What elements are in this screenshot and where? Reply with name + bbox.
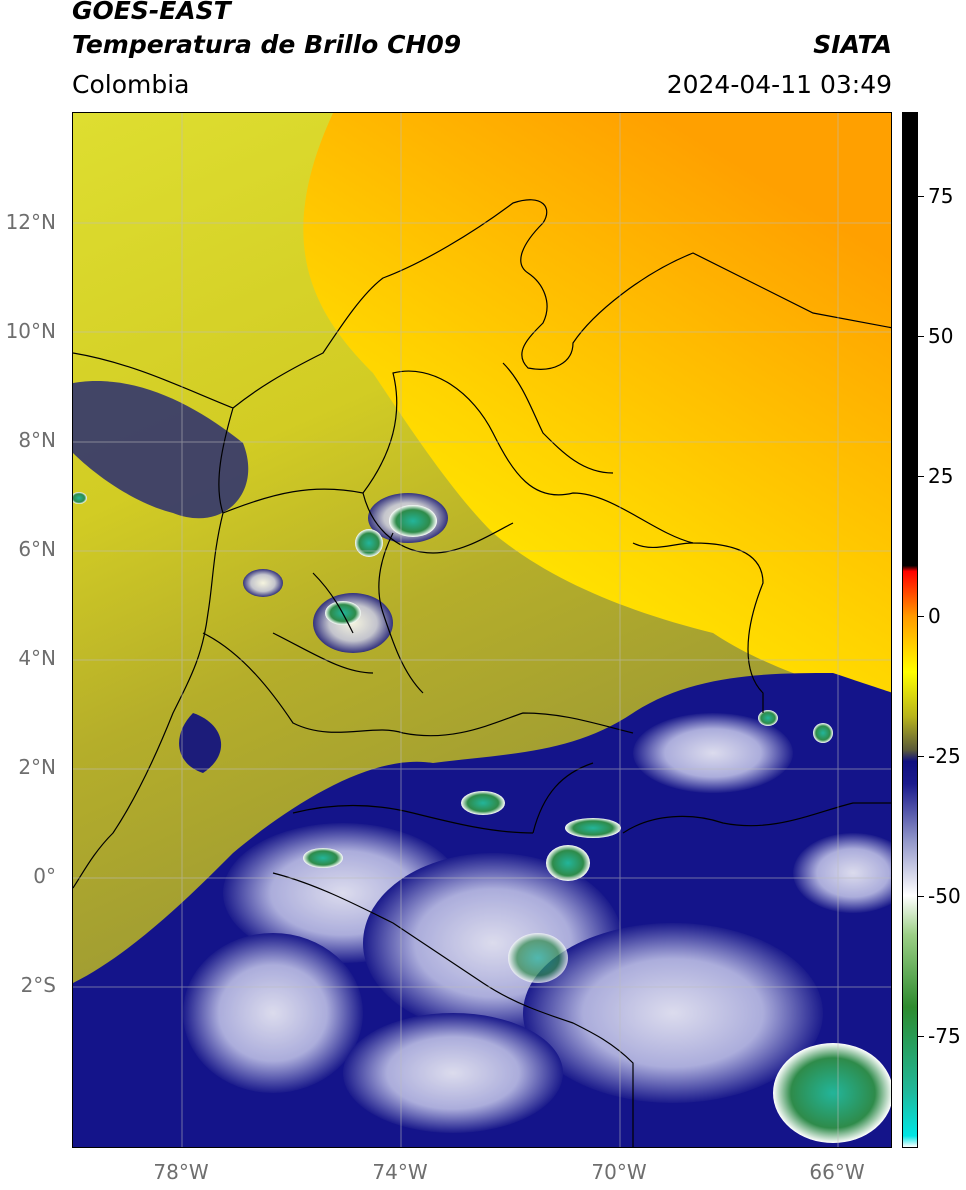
colorbar-label: -25 xyxy=(928,744,961,768)
colorbar-tick xyxy=(918,476,924,477)
colorbar-label: -75 xyxy=(928,1024,961,1048)
lat-label-4n: 4°N xyxy=(18,646,56,670)
cold-cloud-tops xyxy=(183,493,891,1133)
lon-label-74w: 74°W xyxy=(372,1160,428,1184)
colorbar xyxy=(902,112,918,1148)
colorbar-tick xyxy=(918,756,924,757)
map-svg xyxy=(73,113,891,1147)
colorbar-label: 75 xyxy=(928,184,954,208)
colorbar-label: -50 xyxy=(928,884,961,908)
colorbar-label: 25 xyxy=(928,464,954,488)
region-label: Colombia xyxy=(72,70,190,99)
deep-convection xyxy=(73,492,891,1143)
colorbar-label: 50 xyxy=(928,324,954,348)
colorbar-tick xyxy=(918,196,924,197)
lat-label-2s: 2°S xyxy=(20,973,56,997)
lat-label-12n: 12°N xyxy=(5,210,56,234)
lat-label-6n: 6°N xyxy=(18,537,56,561)
lat-label-0: 0° xyxy=(33,864,56,888)
product-title: Temperatura de Brillo CH09 xyxy=(72,30,462,59)
lon-label-78w: 78°W xyxy=(153,1160,209,1184)
lat-label-8n: 8°N xyxy=(18,428,56,452)
colorbar-label: 0 xyxy=(928,604,941,628)
datetime-label: 2024-04-11 03:49 xyxy=(666,70,892,99)
colorbar-tick xyxy=(918,896,924,897)
lon-label-70w: 70°W xyxy=(591,1160,647,1184)
agency-label: SIATA xyxy=(813,30,892,59)
satellite-title: GOES-EAST xyxy=(72,0,231,25)
colorbar-tick xyxy=(918,616,924,617)
lat-label-10n: 10°N xyxy=(5,319,56,343)
colorbar-tick xyxy=(918,1036,924,1037)
coastlines-borders xyxy=(73,199,891,1147)
graticule xyxy=(73,113,891,1147)
lon-label-66w: 66°W xyxy=(809,1160,865,1184)
colorbar-tick xyxy=(918,336,924,337)
satellite-map xyxy=(72,112,892,1148)
lat-label-2n: 2°N xyxy=(18,755,56,779)
